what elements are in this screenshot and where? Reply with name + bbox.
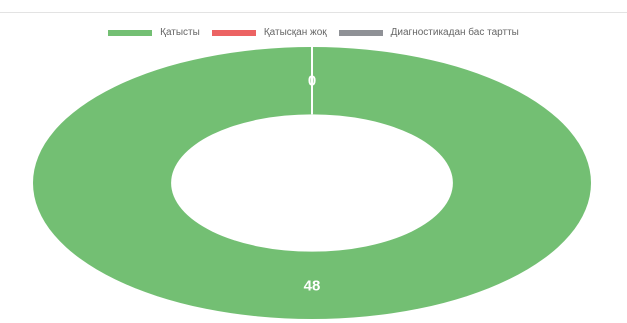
chart-legend: Қатысты Қатысқан жоқ Диагностикадан бас …: [0, 27, 627, 38]
legend-label-refused-diagnostics: Диагностикадан бас тартты: [390, 27, 519, 38]
legend-swatch-not-participated: [211, 29, 256, 36]
legend-label-not-participated: Қатысқан жоқ: [263, 27, 327, 38]
legend-swatch-refused-diagnostics: [338, 29, 383, 36]
slice-value-label-1: 0: [308, 73, 316, 90]
legend-swatch-participated: [108, 29, 153, 36]
top-divider: [0, 12, 627, 13]
doughnut-hole: [171, 114, 453, 252]
legend-item-not-participated[interactable]: Қатысқан жоқ: [211, 27, 327, 38]
legend-label-participated: Қатысты: [160, 27, 200, 38]
slice-value-label-0: 48: [304, 277, 321, 294]
legend-item-participated[interactable]: Қатысты: [108, 27, 200, 38]
legend-item-refused-diagnostics[interactable]: Диагностикадан бас тартты: [338, 27, 519, 38]
